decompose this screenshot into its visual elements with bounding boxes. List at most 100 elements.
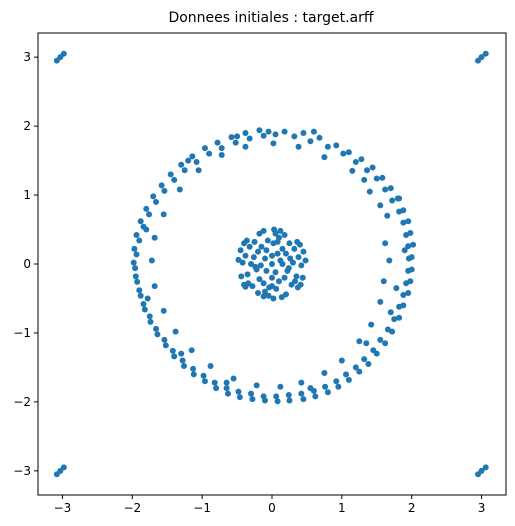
data-point xyxy=(248,390,255,397)
data-point xyxy=(321,369,328,376)
data-point xyxy=(382,340,389,347)
data-point xyxy=(366,188,373,195)
data-point xyxy=(262,255,269,262)
data-point xyxy=(134,278,141,285)
data-point xyxy=(281,274,288,281)
data-point xyxy=(307,385,314,392)
data-point xyxy=(235,388,242,395)
data-point xyxy=(281,232,288,239)
data-point xyxy=(274,250,281,257)
data-point xyxy=(260,293,267,300)
data-point xyxy=(382,186,389,193)
data-point xyxy=(230,375,237,382)
data-point xyxy=(214,139,221,146)
data-point xyxy=(291,245,298,252)
data-point xyxy=(60,464,67,471)
data-point xyxy=(377,336,384,343)
data-point xyxy=(160,211,167,218)
data-point xyxy=(281,128,288,135)
x-tick-label: 1 xyxy=(338,501,346,515)
data-point xyxy=(213,385,220,392)
data-point xyxy=(255,289,262,296)
data-point xyxy=(241,281,248,288)
data-point xyxy=(478,467,485,474)
data-point xyxy=(408,254,415,261)
data-point xyxy=(189,153,196,160)
data-point xyxy=(293,273,300,280)
data-point xyxy=(286,240,293,247)
data-point xyxy=(147,318,154,325)
data-point xyxy=(176,186,183,193)
data-point xyxy=(307,138,314,145)
data-point xyxy=(287,255,294,262)
data-point xyxy=(136,287,143,294)
data-point xyxy=(223,385,230,392)
data-point xyxy=(379,174,386,181)
data-point xyxy=(407,278,414,285)
y-tick-label: −2 xyxy=(13,395,31,409)
data-point xyxy=(312,393,319,400)
data-point xyxy=(242,143,249,150)
data-point xyxy=(393,285,400,292)
data-point xyxy=(178,350,185,357)
data-point xyxy=(356,368,363,375)
data-point xyxy=(172,328,179,335)
data-point xyxy=(298,390,305,397)
data-point xyxy=(201,378,208,385)
data-point xyxy=(400,219,407,226)
chart-title: Donnees initiales : target.arff xyxy=(168,10,373,26)
data-point xyxy=(282,250,289,257)
data-point xyxy=(257,262,264,269)
data-point xyxy=(146,313,153,320)
data-point xyxy=(352,364,359,371)
data-point xyxy=(273,393,280,400)
y-tick-label: −1 xyxy=(13,326,31,340)
data-point xyxy=(262,288,269,295)
data-point xyxy=(160,307,167,314)
data-point xyxy=(361,356,368,363)
data-point xyxy=(279,261,286,267)
data-point xyxy=(349,167,356,174)
y-tick-label: −3 xyxy=(13,464,31,478)
data-point xyxy=(405,289,412,296)
data-point xyxy=(190,365,197,372)
data-point xyxy=(271,226,278,233)
data-point xyxy=(321,154,328,161)
data-point xyxy=(408,266,415,273)
data-point xyxy=(137,292,144,299)
data-point xyxy=(190,371,197,378)
data-point xyxy=(251,238,258,245)
data-point xyxy=(167,171,174,178)
data-point xyxy=(148,257,155,264)
data-point xyxy=(345,376,352,383)
data-point xyxy=(223,379,230,386)
data-point xyxy=(278,294,285,301)
data-point xyxy=(256,127,263,134)
data-point xyxy=(263,267,270,274)
data-point xyxy=(316,134,323,141)
data-point xyxy=(387,309,394,316)
data-point xyxy=(162,342,169,349)
data-point xyxy=(263,247,270,254)
data-point xyxy=(179,357,186,364)
data-point xyxy=(132,265,139,272)
data-point xyxy=(185,157,192,164)
data-point xyxy=(373,175,380,182)
data-point xyxy=(275,278,282,285)
data-point xyxy=(400,292,407,299)
data-point xyxy=(272,269,279,276)
data-point xyxy=(373,350,380,357)
data-point xyxy=(200,372,207,379)
x-tick-label: 3 xyxy=(478,501,486,515)
data-point xyxy=(377,202,384,209)
data-point xyxy=(277,383,284,390)
data-point xyxy=(178,161,185,168)
data-point xyxy=(369,164,376,171)
data-point xyxy=(286,397,293,404)
data-point xyxy=(150,193,157,200)
data-point xyxy=(224,390,231,397)
data-point xyxy=(256,276,263,283)
data-point xyxy=(241,240,248,247)
data-point xyxy=(171,353,178,360)
